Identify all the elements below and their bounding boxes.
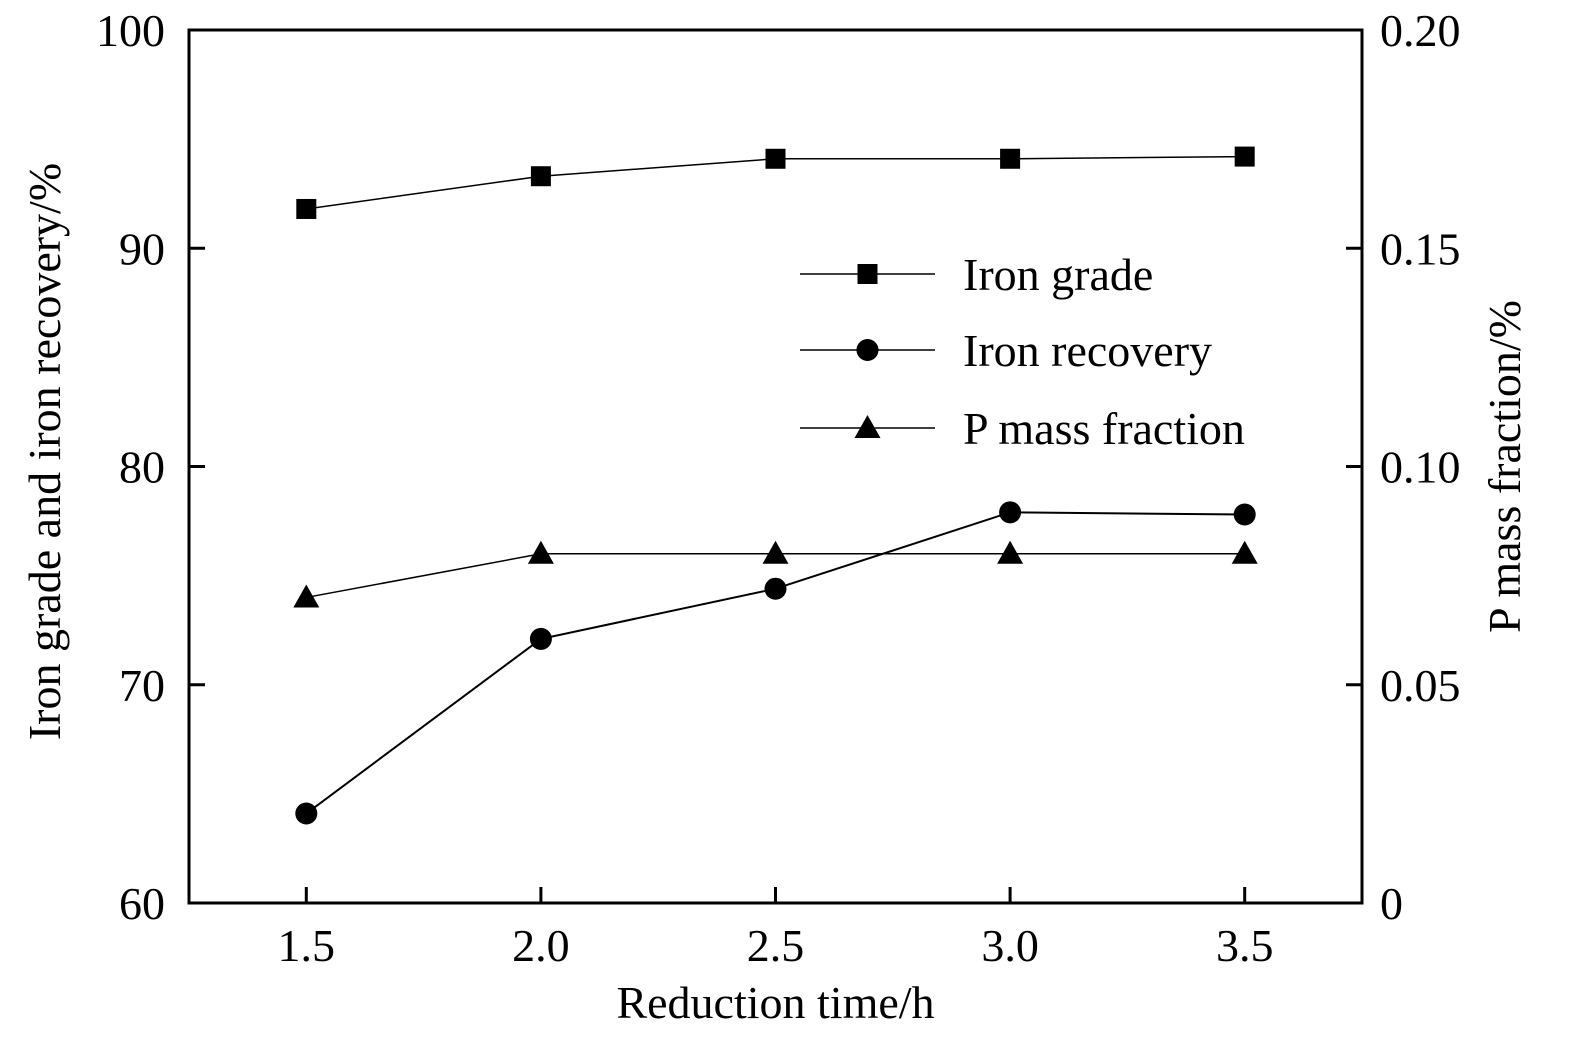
y-tick-label: 90 <box>119 223 165 274</box>
y-tick-label: 70 <box>119 660 165 711</box>
data-point-iron-recovery <box>999 501 1022 524</box>
y2-tick-label: 0.20 <box>1380 5 1461 56</box>
legend-label-iron-grade: Iron grade <box>963 249 1153 300</box>
x-tick-label: 2.0 <box>512 920 570 971</box>
y2-axis-title: P mass fraction/% <box>1479 300 1530 633</box>
data-point-iron-grade <box>1234 146 1255 167</box>
data-point-iron-recovery <box>764 577 787 600</box>
legend: Iron grade Iron recovery P mass fraction <box>800 249 1245 454</box>
legend-marker-iron-recovery <box>856 339 879 361</box>
x-tick-label: 3.5 <box>1216 920 1274 971</box>
data-point-p-mass-fraction <box>1231 540 1258 564</box>
x-axis-title: Reduction time/h <box>616 977 934 1028</box>
y2-tick-label: 0 <box>1380 878 1403 929</box>
legend-label-p-mass-fraction: P mass fraction <box>963 403 1245 454</box>
data-point-iron-grade <box>1000 148 1021 169</box>
data-point-p-mass-fraction <box>293 584 320 608</box>
y-tick-label: 60 <box>119 878 165 929</box>
data-point-iron-recovery <box>295 802 318 825</box>
legend-label-iron-recovery: Iron recovery <box>963 325 1212 376</box>
data-point-p-mass-fraction <box>997 540 1024 564</box>
legend-marker-iron-grade <box>857 264 878 284</box>
y2-tick-label: 0.10 <box>1380 442 1461 493</box>
legend-marker-p-mass-fraction <box>854 415 881 438</box>
y-tick-label: 80 <box>119 442 165 493</box>
y2-tick-label: 0.05 <box>1380 660 1461 711</box>
x-tick-label: 1.5 <box>278 920 336 971</box>
y-tick-label: 100 <box>96 5 165 56</box>
y2-tick-label: 0.15 <box>1380 223 1461 274</box>
x-tick-label: 3.0 <box>981 920 1039 971</box>
data-point-p-mass-fraction <box>762 540 789 564</box>
data-point-iron-grade <box>296 198 317 219</box>
plot-area: 1.5 2.0 2.5 3.0 3.5 60 70 80 90 100 0 0.05 0.10 0.15 0… <box>96 5 1461 971</box>
data-point-iron-recovery <box>1233 503 1256 526</box>
data-point-iron-grade <box>530 166 551 187</box>
data-point-p-mass-fraction <box>527 540 554 564</box>
y-axis-title: Iron grade and iron recovery/% <box>19 163 70 740</box>
data-point-iron-recovery <box>529 627 552 650</box>
data-point-iron-grade <box>765 148 786 169</box>
x-tick-label: 2.5 <box>747 920 805 971</box>
